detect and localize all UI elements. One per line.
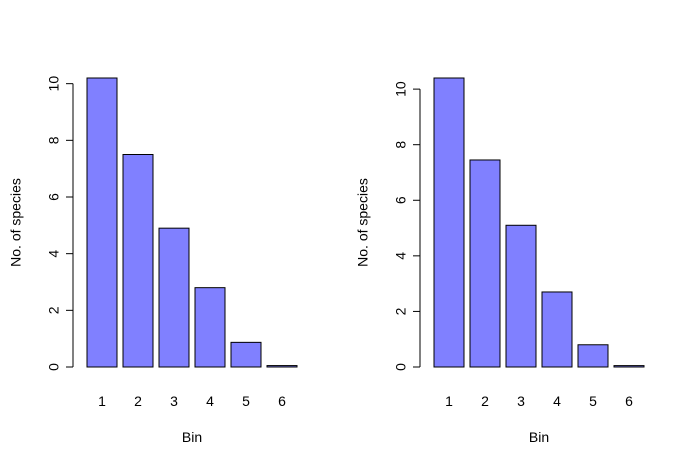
y-tick-label: 4 <box>46 250 62 258</box>
y-tick-label: 8 <box>46 136 62 144</box>
x-tick-label: 1 <box>98 393 106 409</box>
bar-6 <box>266 365 298 368</box>
bar-4 <box>194 287 226 368</box>
y-axis-label: No. of species <box>8 178 24 267</box>
x-tick-label: 6 <box>625 393 633 409</box>
bar-4 <box>541 291 573 368</box>
x-axis-label: Bin <box>529 429 549 445</box>
bar-3 <box>158 227 190 368</box>
y-tick-label: 6 <box>393 196 409 204</box>
y-tick-label: 10 <box>46 76 62 92</box>
x-tick-label: 2 <box>481 393 489 409</box>
y-axis-label: No. of species <box>355 178 371 267</box>
y-tick-label: 0 <box>46 363 62 371</box>
y-tick-label: 6 <box>46 193 62 201</box>
bar-1 <box>433 77 465 368</box>
y-tick-label: 8 <box>393 141 409 149</box>
bar-3 <box>505 224 537 368</box>
y-tick-label: 2 <box>393 307 409 315</box>
x-tick-label: 4 <box>553 393 561 409</box>
y-tick-label: 0 <box>393 363 409 371</box>
x-tick-label: 6 <box>278 393 286 409</box>
x-tick-label: 1 <box>445 393 453 409</box>
right-bar-chart: 1 2 3 4 5 6 0 2 4 6 8 10 Bin No. of species <box>355 77 645 445</box>
x-tick-label: 3 <box>517 393 525 409</box>
x-tick-label: 5 <box>589 393 597 409</box>
y-tick-label: 2 <box>46 306 62 314</box>
x-tick-label: 4 <box>206 393 214 409</box>
x-tick-label: 2 <box>134 393 142 409</box>
bar-5 <box>577 344 609 368</box>
bar-5 <box>230 341 262 368</box>
x-tick-label: 3 <box>170 393 178 409</box>
bar-1 <box>86 77 118 368</box>
bar-2 <box>469 159 501 368</box>
y-tick-label: 4 <box>393 252 409 260</box>
x-tick-label: 5 <box>242 393 250 409</box>
bar-6 <box>613 365 645 368</box>
left-bar-chart: 1 2 3 4 5 6 0 2 4 6 8 10 Bin No. of species <box>8 76 298 445</box>
x-axis-label: Bin <box>182 429 202 445</box>
y-tick-label: 10 <box>393 81 409 97</box>
bar-2 <box>122 154 154 368</box>
